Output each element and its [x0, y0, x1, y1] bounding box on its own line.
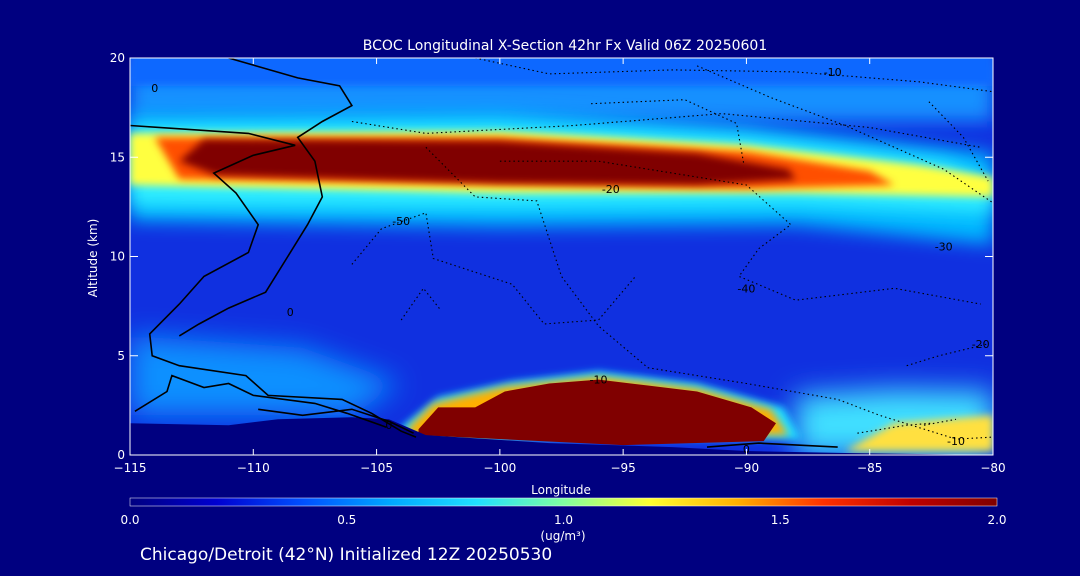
y-tick-label: 15 — [110, 150, 125, 164]
upper-plume-band-4 — [179, 139, 796, 185]
solid-contour-0 — [178, 58, 354, 337]
dotted-contour-1 — [351, 113, 981, 148]
colorbar — [129, 497, 998, 507]
bl-plume-band-2 — [418, 379, 776, 446]
dotted-contour-3 — [499, 160, 981, 305]
x-tick-label: −115 — [114, 461, 147, 475]
dotted-contour-2 — [425, 146, 993, 440]
y-tick-label: 20 — [110, 51, 125, 65]
solid-contour-2 — [134, 374, 387, 428]
contour-label: -10 — [824, 66, 842, 79]
x-tick-label: −105 — [360, 461, 393, 475]
contour-label: -20 — [972, 338, 990, 351]
x-tick-label: −85 — [857, 461, 882, 475]
x-tick-label: −80 — [980, 461, 1005, 475]
footer-text: Chicago/Detroit (42°N) Initialized 12Z 2… — [140, 545, 552, 565]
x-tick-label: −95 — [610, 461, 635, 475]
contour-label: -40 — [737, 282, 755, 295]
solid-contour-4 — [706, 442, 838, 448]
dotted-contour-8 — [591, 99, 745, 166]
plot-area: 0000-10-10-10-20-30-40-50-20 — [130, 58, 993, 455]
contour-label: 0 — [385, 419, 392, 432]
contour-label: -30 — [935, 241, 953, 254]
contour-label: -20 — [602, 183, 620, 196]
colorbar-tick-label: 0.0 — [120, 513, 139, 527]
y-axis: 0 5 10 15 20 — [110, 51, 993, 462]
y-tick-label: 10 — [110, 250, 125, 264]
x-axis: −115 −110 −105 −100 −95 −90 −85 −80 — [114, 58, 1006, 475]
x-tick-label: −100 — [483, 461, 516, 475]
dotted-contour-6 — [351, 212, 636, 325]
x-axis-label: Longitude — [531, 483, 591, 497]
contour-label: -10 — [947, 435, 965, 448]
east-yellow-patch — [845, 415, 993, 451]
contour-label: -10 — [590, 374, 608, 387]
dotted-contour-0 — [475, 58, 993, 93]
contour-label: -50 — [392, 215, 410, 228]
colorbar-units: (ug/m³) — [540, 529, 585, 543]
colorbar-tick-label: 0.5 — [337, 513, 356, 527]
dotted-contour-11 — [923, 418, 957, 426]
solid-contour-1 — [130, 124, 417, 438]
colorbar-ticks: 0.0 0.5 1.0 1.5 2.0 — [120, 513, 1006, 527]
solid-contour-3 — [258, 408, 414, 434]
contour-label: 0 — [151, 82, 158, 95]
y-tick-label: 0 — [117, 448, 125, 462]
chart-title: BCOC Longitudinal X-Section 42hr Fx Vali… — [363, 38, 767, 54]
colorbar-tick-label: 2.0 — [987, 513, 1006, 527]
west-low-patch — [130, 335, 402, 416]
field-top-blue — [130, 58, 993, 86]
y-tick-label: 5 — [117, 349, 125, 363]
contour-label: 0 — [287, 306, 294, 319]
x-tick-label: −90 — [734, 461, 759, 475]
terrain — [130, 417, 993, 455]
colorbar-tick-label: 1.0 — [554, 513, 573, 527]
dotted-contour-10 — [857, 422, 932, 434]
x-tick-label: −110 — [237, 461, 270, 475]
y-axis-label: Altitude (km) — [86, 219, 100, 298]
dotted-contour-5 — [928, 101, 989, 182]
colorbar-tick-label: 1.5 — [771, 513, 790, 527]
